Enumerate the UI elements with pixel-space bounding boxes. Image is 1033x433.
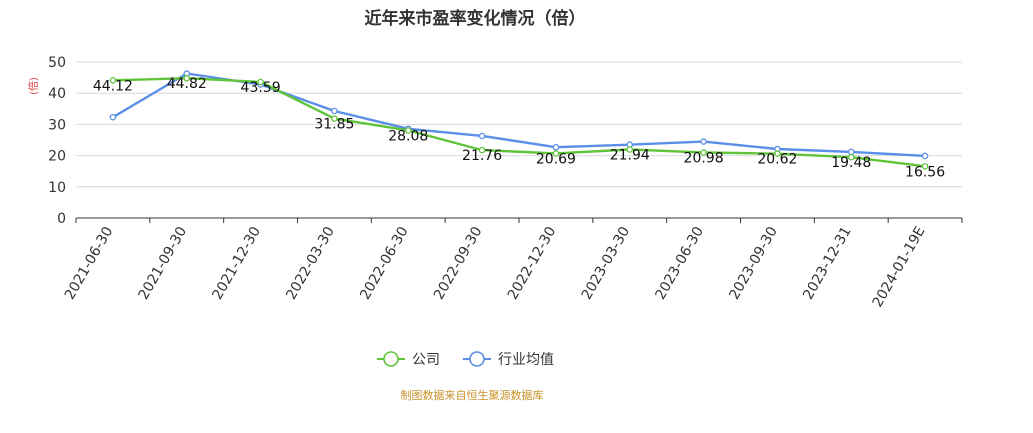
x-tick-label: 2023-12-31 xyxy=(800,224,855,302)
legend[interactable]: 公司 行业均值 xyxy=(377,351,554,368)
data-label: 20.69 xyxy=(536,151,576,167)
x-tick-label: 2022-12-30 xyxy=(505,224,560,302)
y-tick-label: 30 xyxy=(48,117,66,133)
data-point[interactable] xyxy=(921,163,929,170)
axes xyxy=(75,217,963,223)
data-point[interactable] xyxy=(257,78,264,86)
x-tick-labels: 2021-06-30 2021-09-30 2021-12-30 2022-03-30… xyxy=(62,224,929,310)
data-point[interactable] xyxy=(700,149,707,156)
legend-item-0[interactable]: 公司 xyxy=(377,351,440,368)
legend-label: 行业均值 xyxy=(498,352,554,368)
y-tick-label: 0 xyxy=(57,211,66,227)
data-point[interactable] xyxy=(552,150,560,157)
series-line-1 xyxy=(112,72,926,158)
chart-title: 近年来市盈率变化情况（倍） xyxy=(365,8,586,29)
source-note: 制图数据来自恒生聚源数据库 xyxy=(401,388,544,402)
x-tick-label: 2021-06-30 xyxy=(62,224,117,302)
data-label: 31.85 xyxy=(314,117,354,133)
data-point[interactable] xyxy=(921,152,929,160)
y-tick-labels: 0 10 20 30 40 50 xyxy=(48,55,66,227)
data-point[interactable] xyxy=(331,115,338,122)
data-point[interactable] xyxy=(478,146,486,154)
series-points xyxy=(109,70,929,170)
y-axis-label: (倍) xyxy=(27,77,40,95)
grid-lines xyxy=(76,61,962,188)
legend-marker xyxy=(469,351,485,367)
data-label: 21.94 xyxy=(610,148,650,164)
x-tick-label: 2022-03-30 xyxy=(283,224,338,302)
y-tick-label: 10 xyxy=(48,180,66,196)
legend-marker xyxy=(383,351,399,367)
data-point[interactable] xyxy=(183,74,190,82)
series-line-0 xyxy=(112,77,926,168)
x-tick-label: 2022-09-30 xyxy=(431,224,486,302)
data-label: 44.12 xyxy=(93,78,133,94)
data-point[interactable] xyxy=(774,150,781,157)
data-point[interactable] xyxy=(848,153,855,161)
data-label: 16.56 xyxy=(905,164,945,180)
series-lines xyxy=(112,72,926,168)
data-point[interactable] xyxy=(478,132,486,140)
data-label: 20.62 xyxy=(757,152,797,168)
data-point[interactable] xyxy=(109,113,117,121)
data-label: 28.08 xyxy=(388,128,428,144)
data-label: 44.82 xyxy=(167,76,207,92)
x-tick-label: 2023-09-30 xyxy=(726,224,781,302)
x-tick-label: 2023-06-30 xyxy=(653,224,708,302)
legend-label: 公司 xyxy=(412,352,440,368)
y-tick-label: 20 xyxy=(48,149,66,165)
x-tick-label: 2021-12-30 xyxy=(210,224,265,302)
data-label: 19.48 xyxy=(831,155,871,171)
data-label: 21.76 xyxy=(462,148,502,164)
data-point[interactable] xyxy=(848,148,855,156)
y-tick-label: 50 xyxy=(48,55,66,71)
data-point[interactable] xyxy=(109,77,117,84)
data-point[interactable] xyxy=(404,127,412,134)
data-label: 43.59 xyxy=(241,80,281,96)
data-point[interactable] xyxy=(552,143,560,151)
y-tick-label: 40 xyxy=(48,86,66,102)
legend-item-1[interactable]: 行业均值 xyxy=(463,351,554,368)
x-tick-label: 2022-06-30 xyxy=(357,224,412,302)
x-tick-label: 2023-03-30 xyxy=(579,224,634,302)
data-point[interactable] xyxy=(331,107,338,115)
data-labels: 44.12 44.82 43.59 31.85 28.08 21.76 20.69 21.94… xyxy=(93,76,945,180)
x-tick-label: 2021-09-30 xyxy=(136,224,191,302)
data-point[interactable] xyxy=(700,138,707,145)
data-point[interactable] xyxy=(626,146,634,153)
x-tick-label: 2024-01-19E xyxy=(870,224,929,310)
data-label: 20.98 xyxy=(684,151,724,167)
